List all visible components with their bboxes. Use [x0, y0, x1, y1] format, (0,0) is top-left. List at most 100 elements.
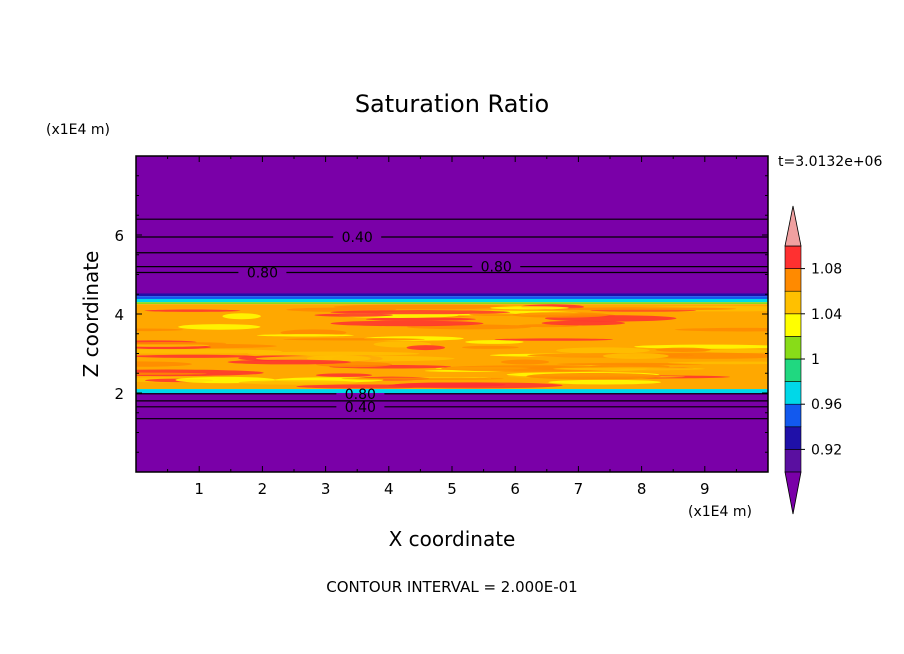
field-streak	[441, 365, 625, 372]
colorbar-swatch	[784, 245, 802, 269]
colorbar-swatch	[784, 426, 802, 450]
x-tick-label: 8	[637, 480, 647, 498]
field-streak	[256, 334, 354, 337]
field-band	[136, 293, 768, 297]
colorbar-swatch	[784, 381, 802, 405]
colorbar: 0.92 0.96 1 1.04 1.08	[784, 205, 842, 515]
field-band	[136, 393, 768, 472]
chart-title: Saturation Ratio	[355, 90, 549, 118]
field-streak	[667, 361, 768, 365]
field-band	[136, 389, 768, 393]
x-tick-label: 6	[510, 480, 520, 498]
field-streak	[238, 380, 359, 385]
field-streak	[500, 359, 550, 365]
contour-label: 0.40	[345, 400, 376, 416]
y-axis-label: Z coordinate	[79, 251, 103, 378]
field-streak	[144, 309, 241, 312]
field-streak	[406, 345, 446, 351]
field-streak	[494, 338, 614, 341]
x-axis-ticks: 1 2 3 4 5 6 7 8 9	[167, 156, 737, 498]
field-streak	[136, 328, 184, 332]
field-streak	[490, 306, 569, 310]
field-streak	[705, 349, 768, 354]
x-tick-label: 7	[574, 480, 584, 498]
colorbar-swatch	[784, 313, 802, 337]
field-streak	[283, 338, 425, 341]
field-streak	[556, 362, 703, 366]
colorbar-swatch	[784, 403, 802, 428]
x-tick-label: 4	[384, 480, 394, 498]
x-tick-label: 1	[194, 480, 204, 498]
y-tick-label: 2	[114, 385, 124, 403]
field-streak	[545, 307, 737, 311]
time-label: t=3.0132e+06	[778, 154, 882, 170]
y-axis-ticks: 2 4 6	[114, 175, 768, 453]
contour-interval-footer: CONTOUR INTERVAL = 2.000E-01	[326, 578, 577, 596]
field-streak	[227, 359, 352, 365]
y-units-label: (x1E4 m)	[46, 122, 110, 138]
x-tick-label: 3	[321, 480, 331, 498]
field-streak	[136, 341, 227, 345]
colorbar-swatch	[784, 449, 802, 473]
field-streak	[634, 344, 768, 349]
field-band	[136, 156, 768, 295]
x-tick-label: 2	[258, 480, 268, 498]
y-tick-label: 6	[114, 227, 124, 245]
field-streak	[341, 377, 504, 380]
x-units-label: (x1E4 m)	[688, 504, 752, 520]
field-band	[136, 298, 768, 303]
field-streak	[526, 372, 661, 380]
field-streak	[247, 351, 420, 356]
field-streak	[315, 373, 373, 377]
contour-label: 0.80	[481, 260, 512, 276]
field-streak	[330, 320, 484, 327]
field-streak	[655, 347, 711, 352]
field-streak	[556, 347, 650, 354]
field-streak	[178, 324, 261, 330]
saturation-field	[136, 156, 768, 472]
field-streak	[314, 313, 394, 317]
contour-label: 0.80	[345, 387, 376, 403]
colorbar-tick-label: 1.08	[811, 262, 842, 278]
field-streak	[136, 372, 207, 375]
field-streak	[136, 361, 192, 367]
field-streak	[465, 340, 524, 344]
colorbar-swatch	[784, 290, 802, 315]
colorbar-swatch	[784, 268, 802, 292]
field-streak	[330, 310, 511, 315]
colorbar-tick-label: 1.04	[811, 307, 842, 323]
field-streak	[469, 313, 522, 317]
contour-label: 0.80	[247, 266, 278, 282]
contour-lines: 0.400.800.800.800.40	[136, 218, 768, 420]
field-streak	[136, 354, 255, 358]
colorbar-under-arrow	[784, 471, 802, 515]
colorbar-tick-label: 0.96	[811, 397, 842, 413]
field-streak	[394, 382, 506, 388]
field-streak	[548, 379, 662, 385]
field-streak	[222, 313, 261, 320]
colorbar-tick-label: 1	[811, 352, 820, 368]
field-streak	[333, 304, 515, 310]
colorbar-tick-label: 0.92	[811, 442, 842, 458]
x-axis-label: X coordinate	[389, 527, 516, 551]
field-streak	[365, 317, 476, 321]
colorbar-over-arrow	[784, 205, 802, 247]
field-streak	[136, 343, 210, 347]
field-streak	[512, 312, 610, 318]
contour-label: 0.40	[342, 230, 373, 246]
field-streak	[553, 367, 705, 371]
field-streak	[674, 327, 768, 332]
y-tick-label: 4	[114, 306, 124, 324]
field-streak	[632, 352, 768, 359]
x-tick-label: 5	[447, 480, 457, 498]
colorbar-swatch	[784, 336, 802, 360]
field-streak	[461, 345, 519, 349]
field-band	[136, 302, 768, 305]
field-band	[136, 296, 768, 299]
field-streak	[541, 320, 625, 326]
field-streak	[136, 349, 283, 354]
x-tick-label: 9	[700, 480, 710, 498]
colorbar-swatch	[784, 358, 802, 382]
field-streak	[602, 353, 669, 359]
